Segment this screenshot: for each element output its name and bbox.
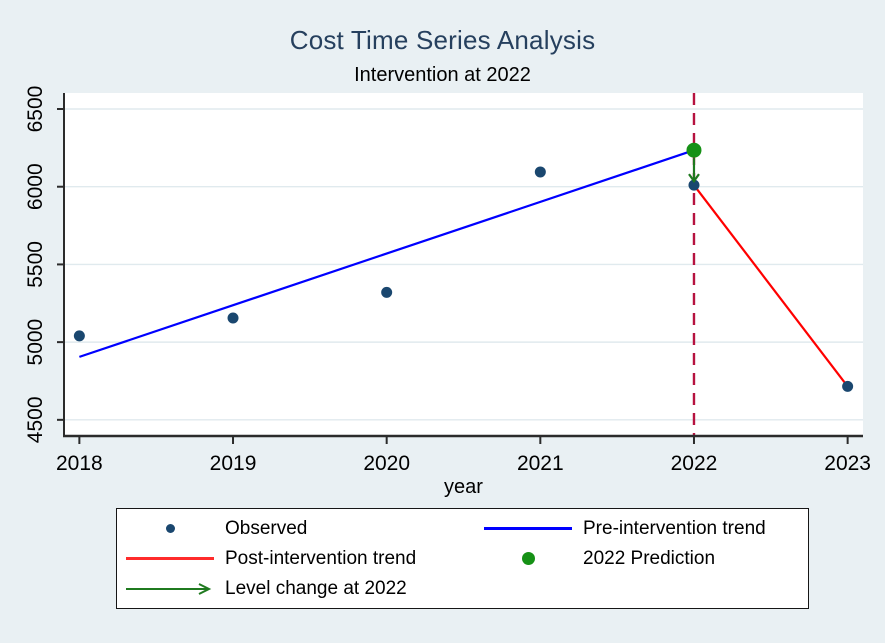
legend-item-level-change: Level change at 2022 <box>117 574 475 604</box>
x-tick-label: 2022 <box>671 452 718 475</box>
observed-point <box>381 286 393 298</box>
observed-point <box>534 166 546 178</box>
legend-label: 2022 Prediction <box>583 547 716 569</box>
observed-point <box>688 179 700 191</box>
legend-label: Post-intervention trend <box>225 547 417 569</box>
y-tick-label: 6500 <box>24 86 47 133</box>
x-tick-label: 2021 <box>517 452 564 475</box>
chart-subtitle: Intervention at 2022 <box>354 64 531 86</box>
post-intervention-trend-line <box>693 184 849 388</box>
y-tick-label: 4500 <box>24 396 47 443</box>
pre-intervention-trend-line <box>79 149 695 358</box>
chart-title: Cost Time Series Analysis <box>289 25 596 55</box>
y-tick-label: 5000 <box>24 319 47 366</box>
observed-point <box>842 380 854 392</box>
x-tick-label: 2018 <box>56 452 103 475</box>
y-tick-label: 6000 <box>24 163 47 210</box>
pre-trend-line-icon <box>483 527 573 530</box>
observed-marker-icon <box>125 524 215 533</box>
x-tick-label: 2019 <box>210 452 257 475</box>
level-change-arrow-icon <box>125 581 215 597</box>
x-axis-title: year <box>444 476 483 498</box>
prediction-marker-icon <box>483 552 573 565</box>
2022-prediction-point <box>686 142 702 158</box>
legend-box: Observed Pre-intervention trend Post-int… <box>116 508 809 609</box>
legend-label: Observed <box>225 517 308 539</box>
legend-label: Pre-intervention trend <box>583 517 766 539</box>
post-trend-line-icon <box>125 557 215 560</box>
y-tick-label: 5500 <box>24 241 47 288</box>
legend-item-post-trend: Post-intervention trend <box>117 544 475 574</box>
observed-point <box>73 330 85 342</box>
observed-point <box>227 312 239 324</box>
legend-label: Level change at 2022 <box>225 577 407 599</box>
x-tick-label: 2020 <box>363 452 410 475</box>
legend-item-observed: Observed <box>117 514 475 544</box>
legend-item-prediction: 2022 Prediction <box>475 544 808 574</box>
x-tick-label: 2023 <box>824 452 871 475</box>
legend-item-pre-trend: Pre-intervention trend <box>475 514 808 544</box>
level-change-arrow-head <box>688 173 700 184</box>
